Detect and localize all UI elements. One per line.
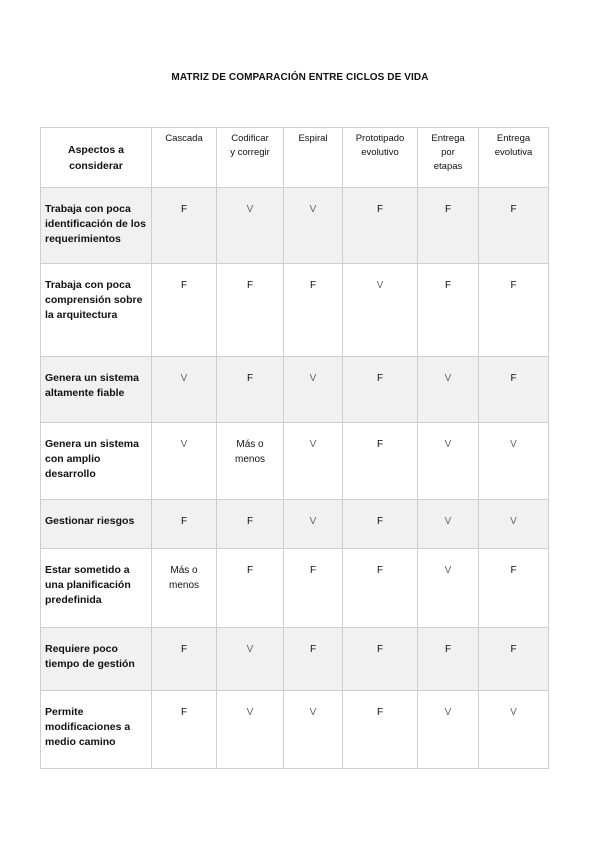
value-cell: V: [283, 690, 343, 769]
value-cell: V: [417, 422, 479, 500]
value-cell: F: [151, 690, 217, 769]
value-cell: V: [417, 548, 479, 628]
aspect-label: Trabaja con poca comprensión sobre la ar…: [40, 263, 152, 357]
value-cell: V: [478, 499, 549, 549]
value-cell: F: [151, 187, 217, 264]
table-row: Genera un sistema altamente fiable V F V F V F: [40, 356, 549, 423]
value-cell: V: [216, 187, 284, 264]
table-row: Estar sometido a una planificación prede…: [40, 548, 549, 628]
value-cell: F: [342, 422, 418, 500]
value-cell: F: [216, 548, 284, 628]
aspect-label: Trabaja con poca identificación de los r…: [40, 187, 152, 264]
aspect-label: Requiere poco tiempo de gestión: [40, 627, 152, 691]
value-cell: V: [283, 422, 343, 500]
aspect-label: Genera un sistema altamente fiable: [40, 356, 152, 423]
header-entrega-evolutiva: Entrega evolutiva: [478, 127, 549, 188]
table-row: Gestionar riesgos F F V F V V: [40, 499, 549, 549]
value-cell: F: [417, 187, 479, 264]
comparison-matrix: Aspectos a considerar Cascada Codificar …: [40, 127, 549, 769]
value-cell: V: [151, 356, 217, 423]
table-row: Requiere poco tiempo de gestión F V F F F F: [40, 627, 549, 691]
header-aspect: Aspectos a considerar: [40, 127, 152, 188]
value-cell: F: [283, 548, 343, 628]
value-cell: V: [216, 690, 284, 769]
value-cell: F: [417, 263, 479, 357]
value-cell: F: [478, 356, 549, 423]
header-codificar: Codificar y corregir: [216, 127, 284, 188]
header-row: Aspectos a considerar Cascada Codificar …: [40, 127, 549, 188]
value-cell: F: [417, 627, 479, 691]
table-row: Permite modificaciones a medio camino F V V…: [40, 690, 549, 769]
aspect-label: Genera un sistema con amplio desarrollo: [40, 422, 152, 500]
value-cell: V: [342, 263, 418, 357]
value-cell: F: [216, 499, 284, 549]
value-cell: F: [151, 627, 217, 691]
value-cell: F: [342, 548, 418, 628]
value-cell: F: [216, 356, 284, 423]
table-row: Trabaja con poca identificación de los r…: [40, 187, 549, 264]
value-cell: F: [283, 263, 343, 357]
value-cell: V: [417, 690, 479, 769]
aspect-label: Permite modificaciones a medio camino: [40, 690, 152, 769]
value-cell: F: [478, 627, 549, 691]
value-cell: F: [151, 499, 217, 549]
header-entrega-etapas: Entrega por etapas: [417, 127, 479, 188]
document-title: MATRIZ DE COMPARACIÓN ENTRE CICLOS DE VI…: [171, 72, 429, 83]
value-cell: F: [478, 548, 549, 628]
value-cell: F: [478, 263, 549, 357]
value-cell: Más o menos: [151, 548, 217, 628]
value-cell: V: [151, 422, 217, 500]
value-cell: F: [342, 499, 418, 549]
value-cell: F: [342, 356, 418, 423]
value-cell: F: [216, 263, 284, 357]
header-cascada: Cascada: [151, 127, 217, 188]
value-cell: V: [478, 690, 549, 769]
value-cell: F: [342, 690, 418, 769]
value-cell: V: [478, 422, 549, 500]
value-cell: F: [342, 627, 418, 691]
value-cell: V: [417, 356, 479, 423]
value-cell: V: [283, 356, 343, 423]
table-row: Genera un sistema con amplio desarrollo V…: [40, 422, 549, 500]
value-cell: V: [283, 187, 343, 264]
aspect-label: Gestionar riesgos: [40, 499, 152, 549]
value-cell: V: [283, 499, 343, 549]
value-cell: F: [283, 627, 343, 691]
value-cell: F: [478, 187, 549, 264]
table-row: Trabaja con poca comprensión sobre la ar…: [40, 263, 549, 357]
header-espiral: Espiral: [283, 127, 343, 188]
header-prototipado: Prototipado evolutivo: [342, 127, 418, 188]
value-cell: V: [417, 499, 479, 549]
value-cell: Más o menos: [216, 422, 284, 500]
aspect-label: Estar sometido a una planificación prede…: [40, 548, 152, 628]
value-cell: V: [216, 627, 284, 691]
value-cell: F: [151, 263, 217, 357]
value-cell: F: [342, 187, 418, 264]
